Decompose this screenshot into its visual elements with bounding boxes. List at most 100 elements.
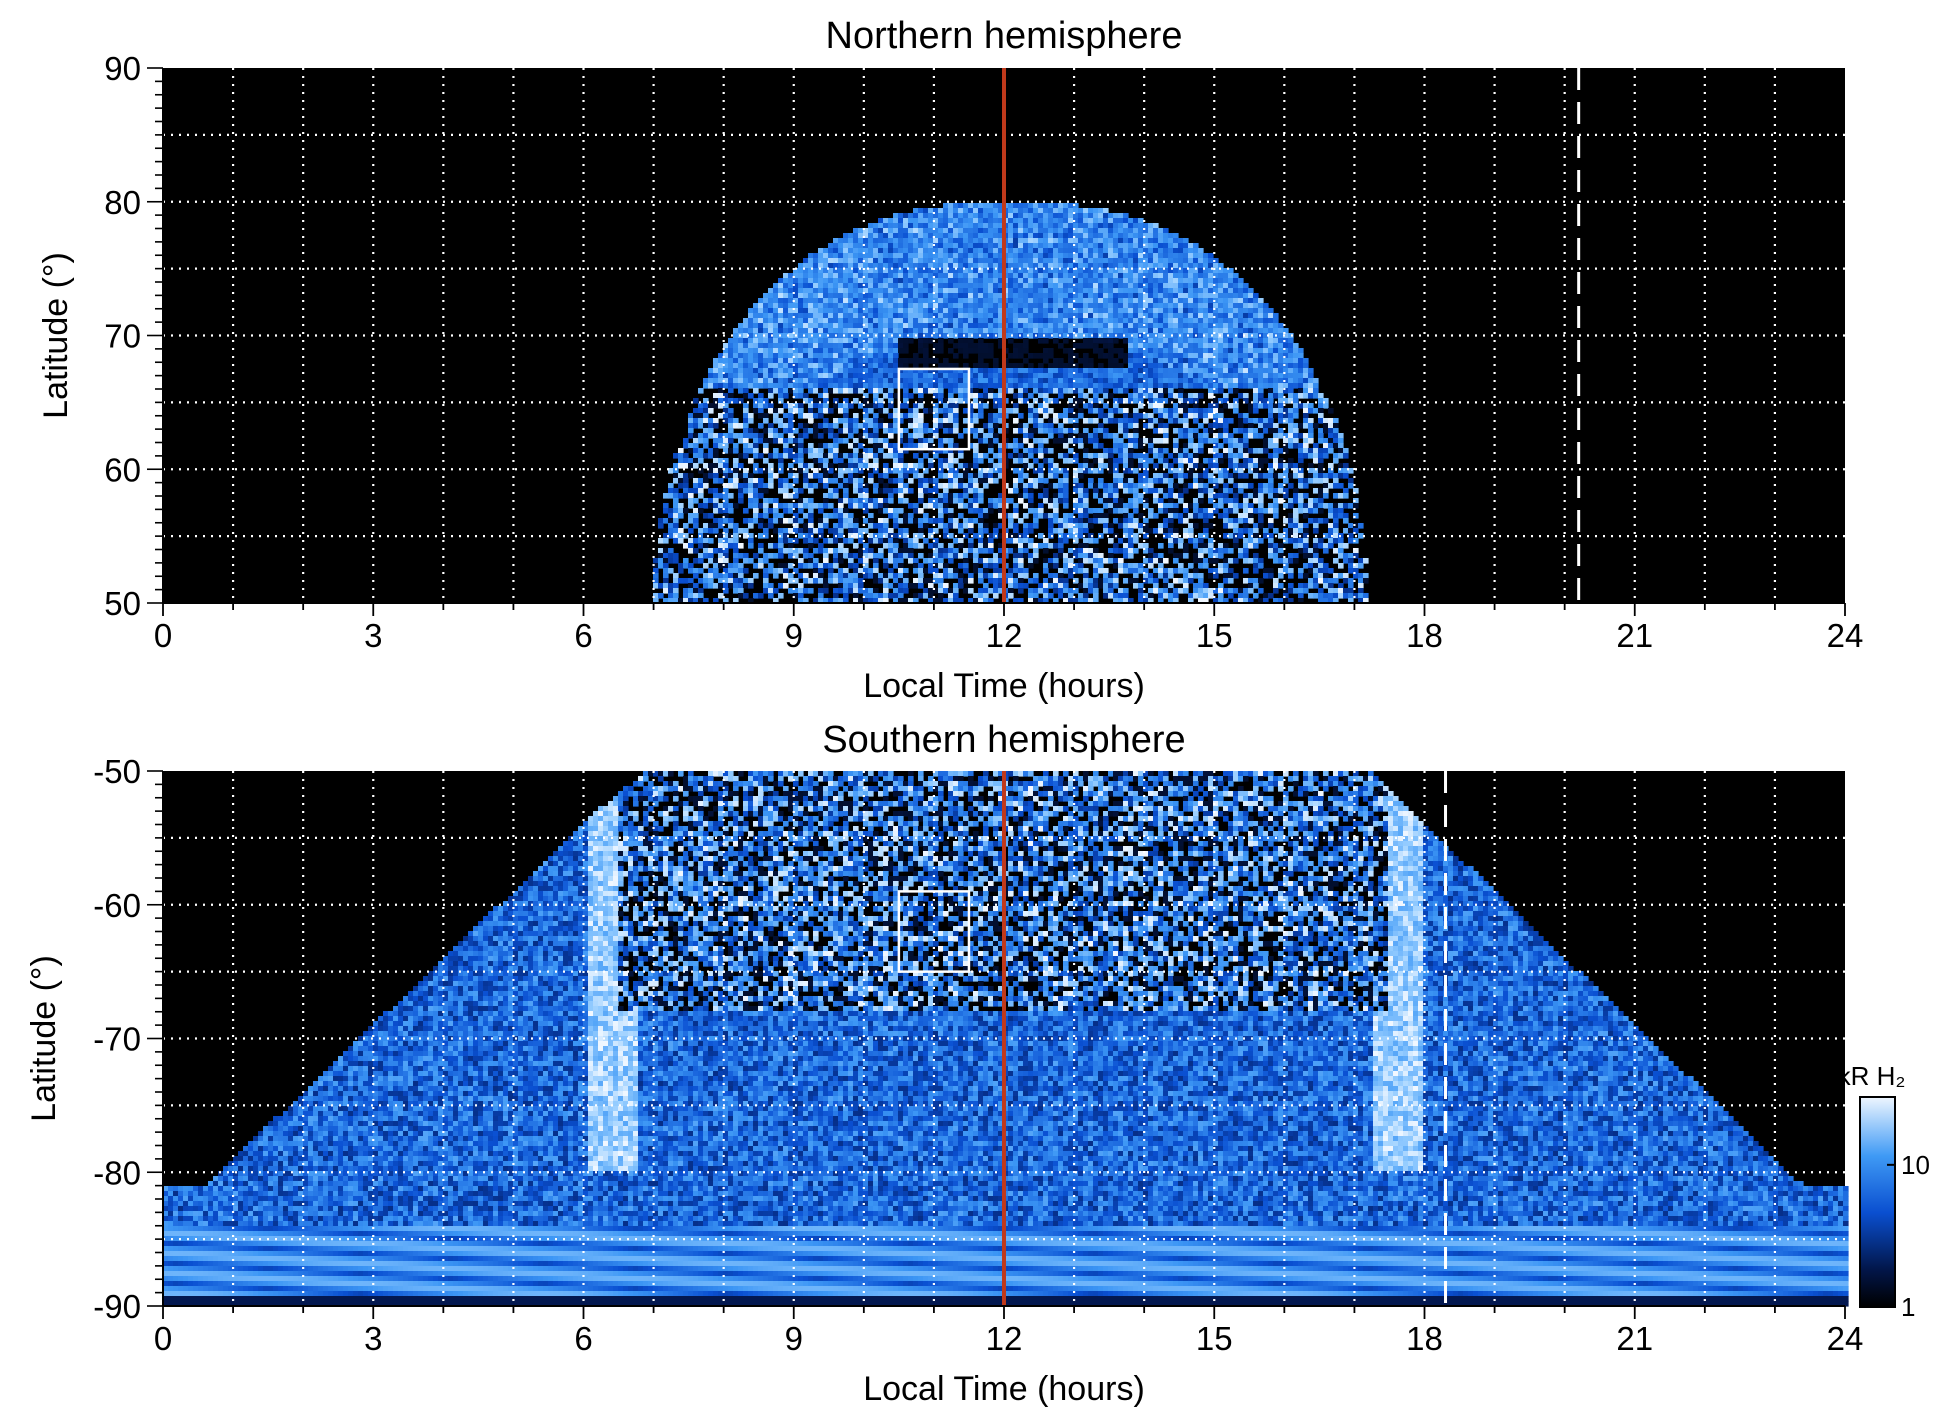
emission-cell xyxy=(718,463,724,469)
emission-cell xyxy=(1158,228,1164,234)
emission-cell xyxy=(1068,408,1074,414)
emission-cell xyxy=(1048,423,1054,429)
emission-cell xyxy=(1268,338,1274,344)
emission-cell xyxy=(963,313,969,319)
emission-cell xyxy=(803,318,809,324)
emission-cell xyxy=(818,308,824,314)
emission-cell xyxy=(1143,388,1149,394)
emission-cell xyxy=(1033,283,1039,289)
emission-cell xyxy=(1103,263,1109,269)
emission-cell xyxy=(993,293,999,299)
emission-cell xyxy=(1183,418,1189,424)
emission-cell xyxy=(953,203,959,209)
emission-cell xyxy=(1183,458,1189,464)
emission-cell xyxy=(798,468,804,474)
emission-cell xyxy=(963,398,969,404)
emission-cell xyxy=(1103,378,1109,384)
emission-cell xyxy=(1308,463,1314,469)
emission-cell xyxy=(1148,278,1154,284)
emission-cell xyxy=(873,238,879,244)
emission-cell xyxy=(1013,328,1019,334)
emission-cell xyxy=(1068,363,1074,369)
emission-cell xyxy=(1278,448,1284,454)
emission-cell xyxy=(1028,478,1034,484)
emission-cell xyxy=(728,408,734,414)
emission-cell xyxy=(888,243,894,249)
emission-cell xyxy=(778,468,784,474)
emission-cell xyxy=(983,278,989,284)
emission-cell xyxy=(1268,468,1274,474)
emission-cell xyxy=(743,368,749,374)
emission-cell xyxy=(1308,378,1314,384)
emission-cell xyxy=(1008,273,1014,279)
emission-cell xyxy=(1038,443,1044,449)
emission-cell xyxy=(998,418,1004,424)
emission-cell xyxy=(918,358,924,364)
emission-cell xyxy=(813,283,819,289)
emission-cell xyxy=(1318,398,1324,404)
emission-cell xyxy=(1013,208,1019,214)
emission-cell xyxy=(878,398,884,404)
emission-cell xyxy=(1143,263,1149,269)
emission-cell xyxy=(863,368,869,374)
emission-cell xyxy=(748,338,754,344)
emission-cell xyxy=(858,378,864,384)
emission-cell xyxy=(983,248,989,254)
emission-cell xyxy=(968,373,974,379)
emission-cell xyxy=(1253,368,1259,374)
emission-cell xyxy=(688,443,694,449)
emission-cell xyxy=(1233,318,1239,324)
emission-cell xyxy=(1078,438,1084,444)
emission-cell xyxy=(878,218,884,224)
emission-cell xyxy=(973,273,979,279)
emission-cell xyxy=(1083,263,1089,269)
emission-cell xyxy=(963,208,969,214)
emission-cell xyxy=(1028,413,1034,419)
emission-cell xyxy=(1313,478,1319,484)
emission-cell xyxy=(993,418,999,424)
emission-cell xyxy=(1108,338,1114,344)
emission-cell xyxy=(1043,213,1049,219)
emission-cell xyxy=(1293,403,1299,409)
emission-cell xyxy=(1068,458,1074,464)
emission-cell xyxy=(753,363,759,369)
emission-cell xyxy=(1238,383,1244,389)
emission-cell xyxy=(1173,333,1179,339)
emission-cell xyxy=(938,408,944,414)
emission-cell xyxy=(1073,413,1079,419)
emission-cell xyxy=(1118,418,1124,424)
emission-cell xyxy=(1303,383,1309,389)
emission-cell xyxy=(1148,273,1154,279)
emission-cell xyxy=(1068,348,1074,354)
emission-cell xyxy=(878,318,884,324)
emission-cell xyxy=(968,218,974,224)
emission-cell xyxy=(998,458,1004,464)
emission-cell xyxy=(1043,423,1049,429)
emission-cell xyxy=(798,263,804,269)
emission-cell xyxy=(1243,348,1249,354)
emission-cell xyxy=(943,208,949,214)
emission-cell xyxy=(843,423,849,429)
emission-cell xyxy=(793,273,799,279)
emission-cell xyxy=(923,453,929,459)
emission-cell xyxy=(1148,258,1154,264)
emission-cell xyxy=(753,378,759,384)
emission-cell xyxy=(863,288,869,294)
emission-cell xyxy=(733,373,739,379)
emission-cell xyxy=(1238,298,1244,304)
emission-cell xyxy=(993,208,999,214)
emission-cell xyxy=(1228,303,1234,309)
emission-cell xyxy=(1218,273,1224,279)
emission-cell xyxy=(703,483,709,489)
emission-cell xyxy=(903,328,909,334)
emission-cell xyxy=(738,363,744,369)
emission-cell xyxy=(1118,273,1124,279)
emission-cell xyxy=(908,358,914,364)
emission-cell xyxy=(803,258,809,264)
emission-cell xyxy=(873,398,879,404)
emission-cell xyxy=(1258,358,1264,364)
emission-cell xyxy=(983,288,989,294)
emission-cell xyxy=(828,388,834,394)
emission-cell xyxy=(1163,373,1169,379)
emission-cell xyxy=(1083,468,1089,474)
